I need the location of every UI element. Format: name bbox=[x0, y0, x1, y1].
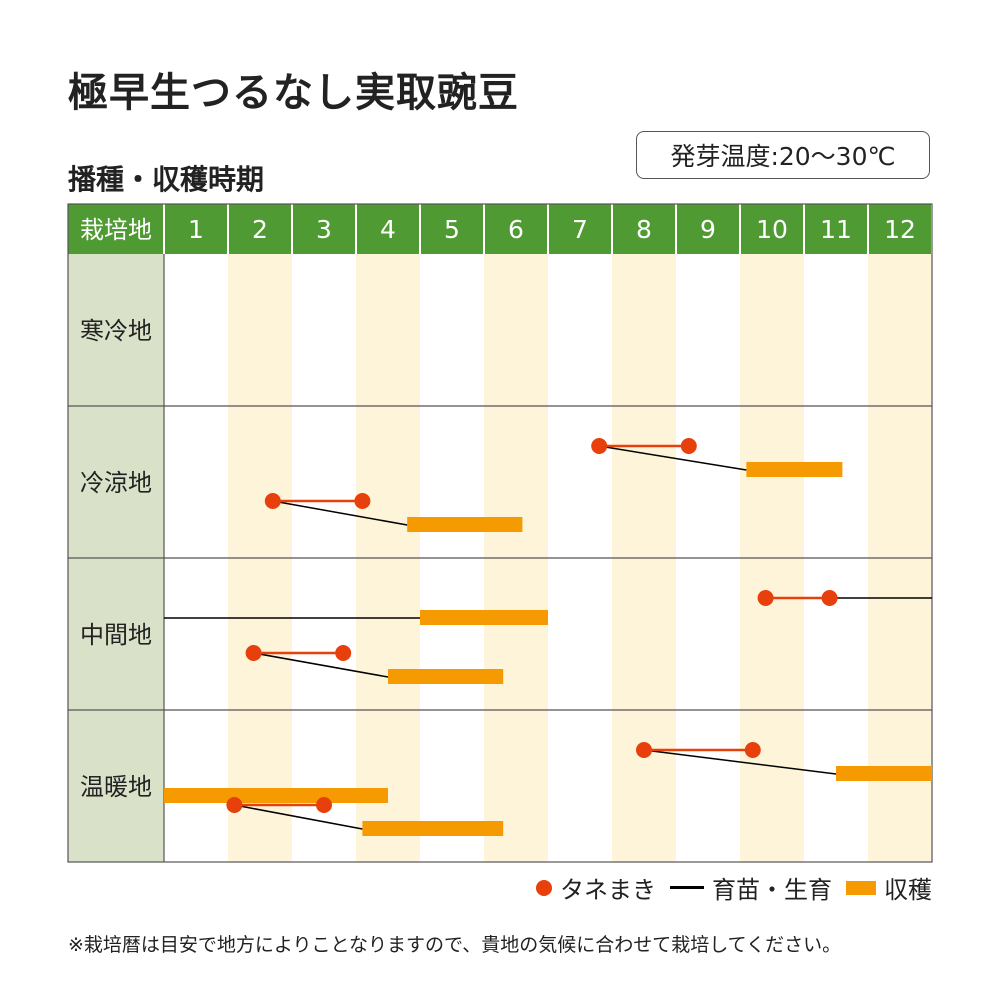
region-label: 中間地 bbox=[80, 621, 152, 649]
germination-temp-badge: 発芽温度:20〜30℃ bbox=[636, 131, 930, 179]
chart-subtitle: 播種・収穫時期 bbox=[68, 163, 265, 196]
harvest-bar bbox=[420, 610, 548, 625]
harvest-bar bbox=[746, 462, 843, 477]
growth-line bbox=[599, 445, 747, 471]
legend-nursery: 育苗・生育 bbox=[670, 870, 832, 905]
harvest-bar-icon bbox=[846, 880, 876, 895]
month-label: 10 bbox=[756, 215, 788, 244]
sowing-end-dot bbox=[354, 493, 371, 509]
chart-border bbox=[67, 203, 933, 863]
month-label: 9 bbox=[700, 215, 716, 244]
harvest-bar bbox=[362, 821, 504, 836]
sowing-start-dot bbox=[591, 438, 608, 454]
growth-line bbox=[253, 652, 389, 678]
growth-line bbox=[234, 804, 363, 830]
sowing-end-dot bbox=[316, 797, 332, 813]
chart-title: 極早生つるなし実取豌豆 bbox=[68, 70, 519, 116]
sowing-end-dot bbox=[744, 742, 761, 758]
region-label: 温暖地 bbox=[80, 773, 152, 801]
growth-line-icon bbox=[670, 886, 704, 889]
legend-sowing-label: タネまき bbox=[560, 876, 656, 904]
harvest-bar bbox=[836, 766, 932, 781]
month-label: 8 bbox=[636, 215, 652, 244]
harvest-bar bbox=[388, 669, 504, 684]
harvest-bar bbox=[407, 517, 523, 532]
region-label-cell bbox=[68, 710, 164, 862]
region-label-cell bbox=[68, 558, 164, 710]
month-label: 12 bbox=[884, 215, 916, 244]
harvest-bar bbox=[164, 788, 388, 803]
month-label: 6 bbox=[508, 215, 524, 244]
sowing-start-dot bbox=[264, 493, 281, 509]
region-label-cell bbox=[68, 406, 164, 558]
legend: タネまき 育苗・生育 収穫 bbox=[536, 870, 932, 905]
sowing-end-dot bbox=[335, 645, 352, 661]
header-band bbox=[68, 204, 932, 254]
month-label: 5 bbox=[444, 215, 460, 244]
month-label: 11 bbox=[820, 215, 852, 244]
month-label: 1 bbox=[188, 215, 204, 244]
header-label: 栽培地 bbox=[80, 216, 152, 244]
month-label: 3 bbox=[316, 215, 332, 244]
sowing-start-dot bbox=[636, 742, 652, 758]
sowing-end-dot bbox=[821, 590, 838, 606]
growth-line bbox=[272, 500, 408, 526]
footnote: ※栽培暦は目安で地方によりことなりますので、貴地の気候に合わせて栽培してください… bbox=[68, 934, 842, 956]
sowing-start-dot bbox=[226, 797, 243, 813]
month-label: 7 bbox=[572, 215, 588, 244]
legend-sowing: タネまき bbox=[536, 870, 656, 905]
region-label: 寒冷地 bbox=[80, 317, 152, 345]
sowing-end-dot bbox=[680, 438, 697, 454]
month-label: 4 bbox=[380, 215, 396, 244]
sowing-dot-icon bbox=[536, 879, 552, 896]
sowing-start-dot bbox=[757, 590, 774, 606]
month-label: 2 bbox=[252, 215, 268, 244]
region-label: 冷涼地 bbox=[80, 469, 152, 497]
region-label-cell bbox=[68, 254, 164, 406]
sowing-start-dot bbox=[245, 645, 262, 661]
legend-harvest-label: 収穫 bbox=[884, 876, 932, 904]
legend-nursery-label: 育苗・生育 bbox=[712, 876, 832, 904]
legend-harvest: 収穫 bbox=[846, 870, 932, 905]
growth-line bbox=[643, 749, 837, 775]
